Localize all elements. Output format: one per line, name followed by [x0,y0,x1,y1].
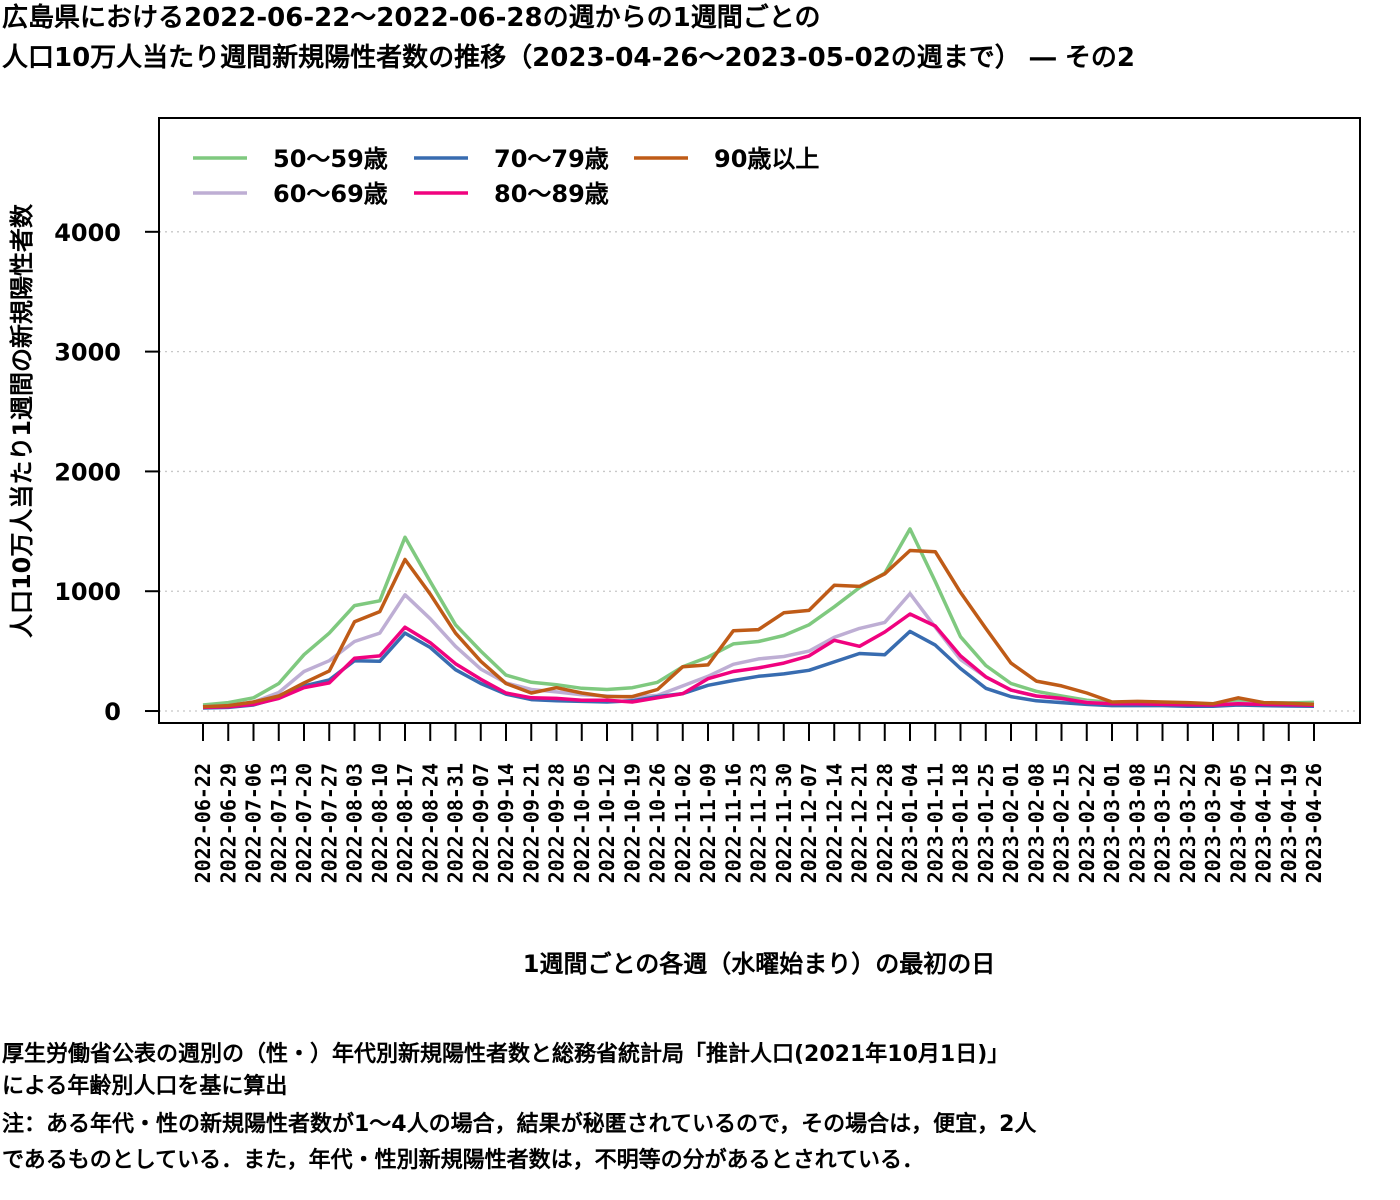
x-tick-label: 2023-02-15 [1050,763,1074,883]
legend-label: 90歳以上 [714,145,819,173]
x-tick-label: 2023-03-01 [1100,763,1124,883]
x-tick-label: 2022-08-17 [393,763,417,883]
x-tick-label: 2022-09-14 [494,763,518,883]
x-tick-label: 2022-11-09 [696,763,720,883]
x-tick-label: 2022-12-14 [822,763,846,883]
y-axis: 0 1000 2000 3000 4000 [54,219,159,726]
x-tick-label: 2022-07-06 [242,763,266,883]
footnote-line2: であるものとしている．また，年代・性別新規陽性者数は，不明等の分があるとされてい… [2,1148,925,1173]
x-tick-label: 2022-11-02 [671,763,695,883]
x-tick-label: 2022-11-23 [747,763,771,883]
legend-label: 70～79歳 [494,145,609,173]
x-tick-label: 2022-07-13 [267,763,291,883]
x-tick-label: 2022-07-27 [317,763,341,883]
grid-lines [159,231,1360,712]
x-tick-label: 2023-02-22 [1075,763,1099,883]
x-tick-label: 2023-04-26 [1302,763,1326,883]
x-tick-label: 2022-08-31 [444,763,468,883]
legend: 50～59歳 60～69歳 70～79歳 80～89歳 90歳以上 [193,145,819,208]
x-tick-label: 2022-08-24 [418,763,442,883]
x-axis: 2022-06-22 2022-06-29 2022-07-06 2022-07-13… [191,723,1326,883]
series-line [202,548,1315,709]
series-line [202,612,1315,710]
x-tick-label: 2022-10-05 [570,763,594,883]
x-tick-label: 2023-04-19 [1277,763,1301,883]
x-tick-label: 2023-02-01 [999,763,1023,883]
x-tick-label: 2022-07-20 [292,763,316,883]
chart-title-line1: 広島県における2022-06-22～2022-06-28の週からの1週間ごとの [2,3,821,33]
plot-frame [158,117,1361,724]
source-note-line2: による年齢別人口を基に算出 [2,1074,288,1099]
x-tick-label: 2022-08-10 [368,763,392,883]
x-tick-label: 2023-03-08 [1125,763,1149,883]
series-line [202,591,1315,709]
x-tick-label: 2023-01-25 [974,763,998,883]
x-tick-label: 2022-11-30 [772,763,796,883]
legend-label: 50～59歳 [273,145,388,173]
y-tick-label: 0 [104,698,121,726]
footnote-line1: 注：ある年代・性の新規陽性者数が1～4人の場合，結果が秘匿されているので，その場… [2,1112,1037,1137]
y-axis-label: 人口10万人当たり1週間の新規陽性者数 [8,203,36,638]
x-tick-label: 2023-01-11 [923,763,947,883]
y-tick-label: 4000 [54,219,121,247]
x-tick-label: 2023-03-29 [1201,763,1225,883]
series-line [202,629,1315,710]
y-tick-label: 1000 [54,578,121,606]
x-tick-label: 2022-10-19 [620,763,644,883]
x-tick-label: 2022-06-22 [191,763,215,883]
x-tick-label: 2022-09-07 [469,763,493,883]
x-tick-label: 2022-06-29 [216,763,240,883]
x-tick-label: 2023-03-22 [1176,763,1200,883]
x-tick-label: 2022-11-16 [721,763,745,883]
x-tick-label: 2022-10-26 [646,763,670,883]
x-axis-label: 1週間ごとの各週（水曜始まり）の最初の日 [523,950,995,978]
legend-label: 80～89歳 [494,180,609,208]
x-tick-label: 2023-04-05 [1226,763,1250,883]
x-tick-label: 2022-09-21 [519,763,543,883]
series-lines [202,527,1315,710]
x-tick-label: 2023-01-04 [898,763,922,883]
x-tick-label: 2022-08-03 [343,763,367,883]
x-tick-label: 2022-10-12 [595,763,619,883]
x-tick-label: 2023-04-12 [1252,763,1276,883]
x-tick-label: 2023-01-18 [949,763,973,883]
x-tick-label: 2022-12-07 [797,763,821,883]
y-tick-label: 3000 [54,339,121,367]
x-tick-label: 2023-03-15 [1151,763,1175,883]
x-tick-label: 2023-02-08 [1024,763,1048,883]
x-tick-label: 2022-09-28 [545,763,569,883]
x-tick-label: 2022-12-28 [873,763,897,883]
source-note-line1: 厚生労働省公表の週別の（性・）年代別新規陽性者数と総務省統計局「推計人口(202… [2,1042,1010,1067]
y-tick-label: 2000 [54,458,121,486]
chart-title-line2: 人口10万人当たり週間新規陽性者数の推移（2023-04-26～2023-05-… [2,43,1135,73]
legend-label: 60～69歳 [273,180,388,208]
x-tick-label: 2022-12-21 [848,763,872,883]
